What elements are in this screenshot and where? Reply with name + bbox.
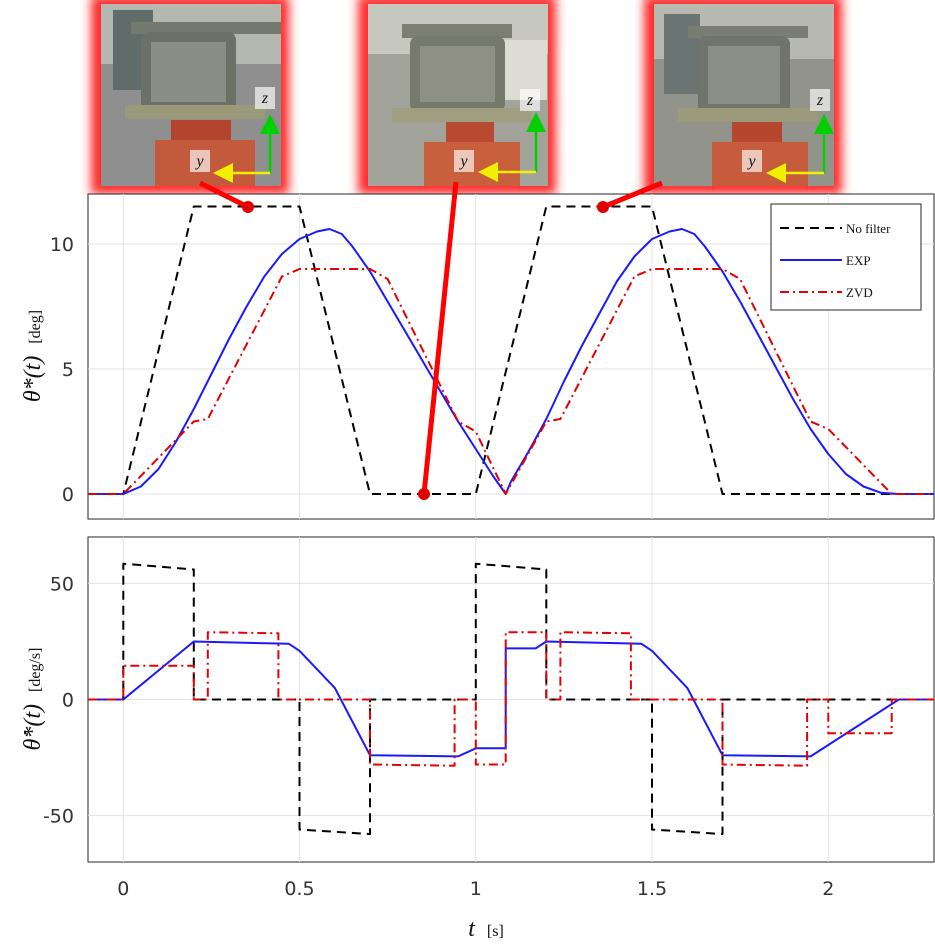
svg-text:z: z xyxy=(526,92,534,109)
connector-dot xyxy=(242,201,254,213)
svg-text:y: y xyxy=(458,153,468,170)
connector-dot xyxy=(418,488,430,500)
series-line-exp xyxy=(88,228,934,495)
series-line-zvd xyxy=(88,631,934,767)
axis-glyph-y: y xyxy=(190,150,210,172)
svg-text:y: y xyxy=(746,153,756,170)
legend-item-exp: EXP xyxy=(780,253,871,268)
inset-connectors xyxy=(198,180,663,500)
legend: No filter EXP ZVD xyxy=(770,203,922,311)
tick-labels: 0 5 10 xyxy=(50,234,74,506)
legend-item-no-filter: No filter xyxy=(780,221,891,236)
x-tick-label: 2 xyxy=(822,878,834,900)
x-axis-label: t [s] xyxy=(468,916,504,942)
y-tick-label: 5 xyxy=(62,359,74,381)
connector-line xyxy=(421,181,459,495)
y-tick-label: 0 xyxy=(62,484,74,506)
y-axis-label: θ̇*(t) [deg/s] xyxy=(20,648,46,751)
connector-line xyxy=(602,180,663,210)
y-tick-label: 0 xyxy=(62,690,74,712)
axis-glyph-z: z xyxy=(520,89,540,111)
axis-glyph-y: y xyxy=(742,150,762,172)
series-lines xyxy=(88,562,934,836)
svg-text:y: y xyxy=(194,153,204,170)
svg-text:EXP: EXP xyxy=(846,253,871,268)
y-axis-label: θ*(t) [deg] xyxy=(20,310,46,402)
photo-inset-right: z y xyxy=(644,0,842,194)
svg-text:z: z xyxy=(261,90,269,107)
series-line-zvd xyxy=(88,268,934,495)
connector-dot xyxy=(597,201,609,213)
axis-glyph-y: y xyxy=(454,150,474,172)
y-tick-label: -50 xyxy=(43,806,74,828)
x-tick-label: 1 xyxy=(470,878,482,900)
x-tick-label: 0 xyxy=(117,878,129,900)
photo-inset-left: z y xyxy=(91,0,289,194)
position-plot: 0 5 10 θ*(t) [deg] No filter EXP ZVD xyxy=(20,193,935,520)
connector-line xyxy=(198,180,250,210)
velocity-plot: 0 0.5 1 1.5 2 -50 0 50 θ̇*(t) [deg/s] t [s] xyxy=(20,536,935,942)
svg-text:z: z xyxy=(816,92,824,109)
axis-glyph-z: z xyxy=(810,89,830,111)
y-tick-label: 50 xyxy=(50,573,74,595)
svg-text:ZVD: ZVD xyxy=(846,285,873,300)
legend-item-zvd: ZVD xyxy=(780,285,873,300)
svg-text:No filter: No filter xyxy=(846,221,891,236)
x-tick-label: 1.5 xyxy=(637,878,667,900)
photo-inset-middle: z y xyxy=(358,0,556,194)
series-line-no-filter xyxy=(88,562,934,836)
axis-glyph-z: z xyxy=(255,87,275,109)
y-tick-label: 10 xyxy=(50,234,74,256)
tick-labels: 0 0.5 1 1.5 2 -50 0 50 xyxy=(43,573,834,900)
x-tick-label: 0.5 xyxy=(284,878,314,900)
